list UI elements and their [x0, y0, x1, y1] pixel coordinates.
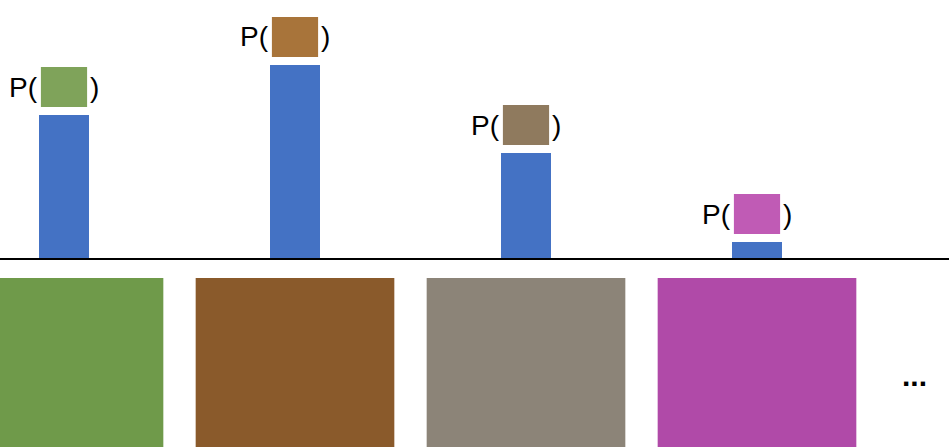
- svg-text:): ): [90, 72, 99, 103]
- svg-text:): ): [783, 199, 792, 230]
- svg-text:P(: P(: [240, 21, 269, 52]
- svg-text:...: ...: [902, 359, 927, 392]
- svg-text:): ): [321, 21, 330, 52]
- svg-text:P(: P(: [9, 72, 38, 103]
- svg-text:): ): [552, 110, 561, 141]
- svg-text:P(: P(: [702, 199, 731, 230]
- svg-text:P(: P(: [471, 110, 500, 141]
